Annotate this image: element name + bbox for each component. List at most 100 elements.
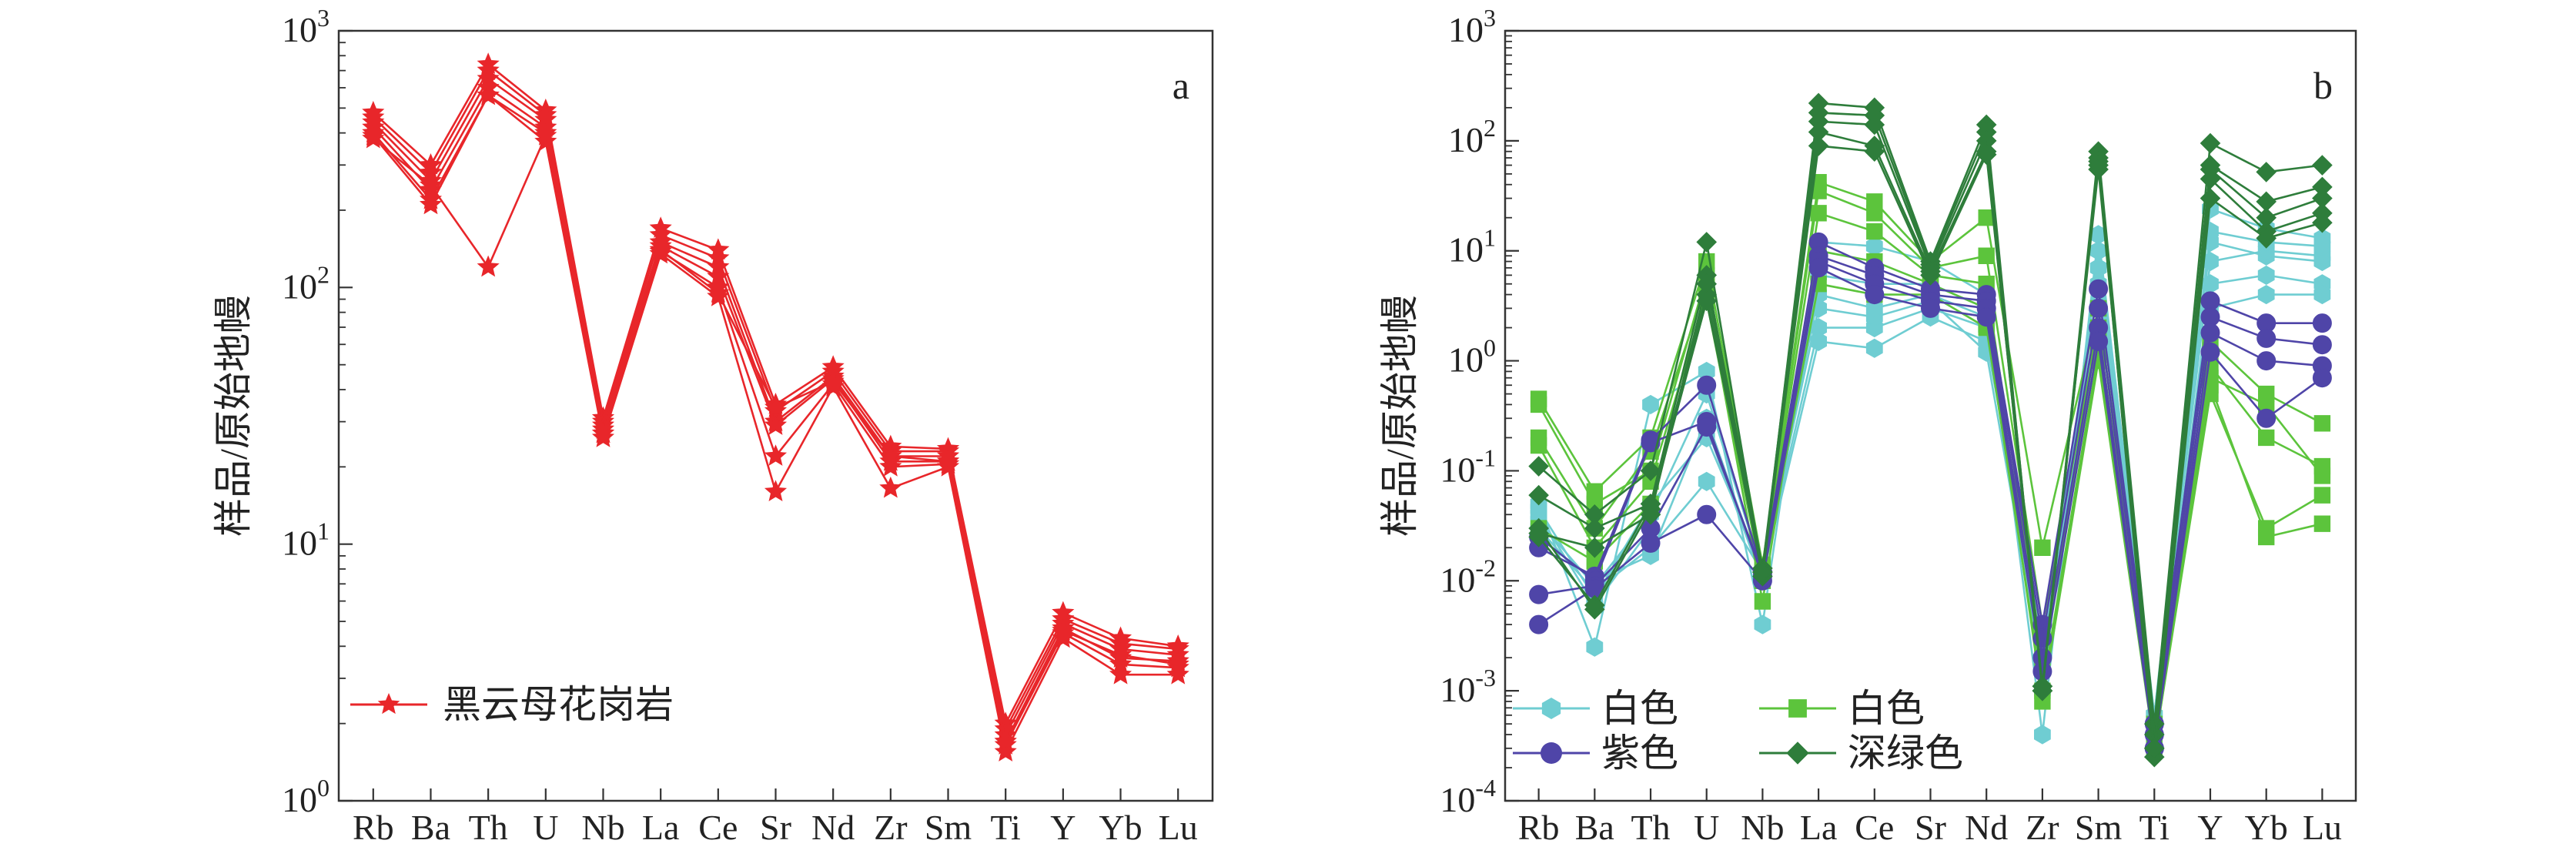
legend-label: 黑云母花岗岩 [443,683,674,726]
panel-a: 100 101 102 103 Rb Ba Th U Nb La Ce Sr Nd Zr Sm Ti Y Yb Lu… [212,4,1214,847]
x-tick-label: Yb [1099,808,1142,847]
data-point [764,396,788,417]
data-point [2257,429,2275,447]
x-tick-label: Nb [1741,808,1784,847]
y-tick-label: 102 [282,260,330,306]
data-point [2089,279,2109,299]
x-tick-label: Th [1631,808,1670,847]
data-point [2257,408,2277,428]
data-point [1641,533,1661,553]
data-point [1865,236,1883,256]
y-tick-label: 101 [1448,224,1496,269]
data-point [1754,614,1771,634]
legend-label: 白色 [1601,687,1678,730]
data-point [1696,290,1718,312]
y-axis-title: 样品/原始地幔 [1378,295,1421,537]
data-point [1109,662,1132,685]
x-tick-label: Ti [2139,808,2170,847]
data-point [764,480,788,502]
x-tick-label: Lu [2303,808,2342,847]
data-point [1640,498,1661,520]
data-point [1978,247,1995,264]
y-tick-label: 10-4 [1440,774,1496,819]
x-tick-label: Th [469,808,508,847]
data-point [1864,141,1885,162]
plot-frame [1504,29,2357,802]
data-point [477,83,500,105]
data-point [1529,584,1549,604]
y-tick-label: 100 [1448,334,1496,380]
data-point [1865,298,1883,318]
data-point [879,444,902,466]
series-group [362,52,1189,762]
data-point [1641,433,1661,453]
legend-marker [1786,742,1809,765]
data-point [821,370,845,391]
x-tick-label: Ti [991,808,1021,847]
x-tick-label: U [1694,808,1719,847]
legend: 黑云母花岗岩 [350,683,674,726]
panel-letter: b [2313,64,2333,107]
data-point [994,740,1017,762]
data-point [2089,258,2107,278]
x-tick-label: Nb [581,808,624,847]
data-point [1866,223,1883,240]
data-point [1528,456,1549,477]
x-tick-label: Sm [925,808,972,847]
y-axis-title: 样品/原始地幔 [212,295,255,537]
x-tick-label: Nd [811,808,855,847]
data-point [534,124,557,146]
data-point [1586,637,1604,657]
data-point [2088,159,2109,180]
data-point [1808,136,1829,156]
legend-marker [377,693,400,715]
data-point [2312,335,2332,355]
data-point [2257,351,2277,371]
data-point [1584,599,1605,620]
x-tick-label: Ce [1855,808,1894,847]
y-tick-label: 101 [282,517,330,563]
data-point [362,126,385,149]
legend-label: 深绿色 [1848,731,1963,775]
data-point [1698,471,1715,491]
data-point [2200,132,2221,154]
x-tick-label: Lu [1159,808,1198,847]
legend-label: 紫色 [1601,731,1678,775]
data-point [1865,285,1885,305]
data-point [2257,265,2275,285]
x-tick-label: Rb [353,808,394,847]
data-point [2256,162,2277,182]
data-point [2034,725,2051,745]
y-tick-label: 10-1 [1440,444,1496,489]
legend-marker [1541,698,1561,719]
data-point [2200,342,2220,362]
data-point [1976,307,1996,327]
y-tick-label: 102 [1448,114,1496,159]
data-point [2032,661,2052,681]
x-tick-label: Zr [2026,808,2059,847]
data-point [1528,484,1549,506]
data-point [2313,284,2331,305]
data-point [1640,460,1661,481]
legend-marker [1788,699,1807,718]
data-point [1697,504,1717,524]
data-point [1530,396,1547,413]
data-point [1696,232,1718,253]
data-point [2200,323,2220,343]
data-point [2032,675,2053,697]
data-point [1109,643,1132,665]
data-point [879,476,902,498]
data-point [1920,298,1941,318]
legend-label: 白色 [1848,687,1925,730]
panel-b: 10-4 10-3 10-2 10-1 100 101 102 103 Rb Ba Th U Nb La C… [1378,4,2357,847]
data-point [2312,212,2333,233]
series-group [1528,92,2333,768]
y-tick-label: 100 [282,774,330,819]
data-point [2257,328,2277,348]
legend-marker [1541,742,1562,764]
x-tick-label: La [1800,808,1838,847]
data-point [764,413,788,435]
data-point [1975,144,1997,166]
data-point [1864,114,1885,136]
